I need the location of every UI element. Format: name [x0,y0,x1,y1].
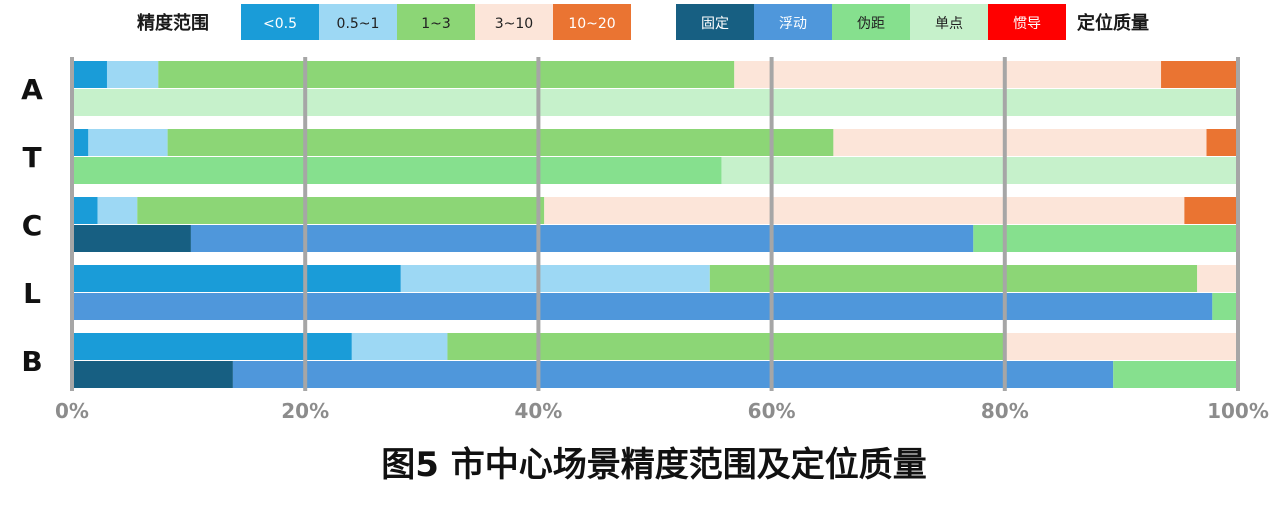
precision-legend-label-0: <0.5 [263,16,297,32]
bar-precision-T-0 [72,129,89,156]
x-tick-label-0: 0% [55,399,89,423]
precision-legend-label-3: 3~10 [495,16,533,32]
bar-precision-A-4 [1161,61,1238,88]
bar-quality-C-0 [72,225,191,252]
bar-quality-B-0 [72,361,233,388]
precision-legend-label-4: 10~20 [568,16,615,32]
bar-precision-A-1 [106,61,159,88]
quality-legend-swatch-1 [754,4,832,40]
x-tick-label-5: 100% [1207,399,1269,423]
row-labels: A T C L B [21,73,43,378]
x-tick-label-4: 80% [981,399,1029,423]
bar-precision-L-0 [72,265,401,292]
quality-legend-label-4: 惯导 [1013,15,1041,32]
bar-precision-B-0 [72,333,352,360]
gridline-4 [1002,57,1007,391]
bar-precision-C-4 [1184,197,1238,224]
precision-legend-label-2: 1~3 [421,16,451,32]
gridline-3 [769,57,774,391]
quality-legend-label-0: 固定 [701,16,729,32]
gridline-5 [1236,57,1240,391]
bar-quality-L-1 [72,293,1213,320]
bar-precision-A-3 [734,61,1162,88]
quality-legend-label-1: 浮动 [779,16,807,32]
bar-precision-L-1 [400,265,710,292]
bar-precision-L-3 [1197,265,1238,292]
gridline-1 [303,57,308,391]
row-label-T: T [22,141,41,174]
precision-legend-swatch-2 [397,4,475,40]
gridline-0 [70,57,74,391]
chart-caption: 图5 市中心场景精度范围及定位质量 [381,445,927,485]
x-tick-label-3: 60% [748,399,796,423]
bar-precision-A-0 [72,61,107,88]
precision-legend-title: 精度范围 [137,12,209,34]
bar-quality-C-2 [973,225,1238,252]
row-label-L: L [23,277,41,310]
gridlines [70,57,1240,391]
bar-precision-C-3 [544,197,1185,224]
row-label-A: A [21,73,43,106]
bar-precision-L-2 [709,265,1198,292]
bar-precision-T-2 [167,129,834,156]
bar-quality-T-3 [721,157,1238,184]
bar-precision-C-0 [72,197,98,224]
quality-legend-swatch-2 [832,4,910,40]
bars-area [72,61,1238,388]
bar-precision-C-2 [137,197,545,224]
quality-legend-title: 定位质量 [1077,12,1149,34]
bar-precision-T-3 [833,129,1207,156]
gridline-2 [536,57,541,391]
bar-precision-T-4 [1206,129,1238,156]
bar-precision-C-1 [97,197,138,224]
bar-quality-B-1 [232,361,1114,388]
bar-quality-B-2 [1113,361,1238,388]
row-label-C: C [22,209,43,242]
bar-quality-C-1 [190,225,974,252]
quality-legend-label-2: 伪距 [857,16,885,32]
bar-precision-B-2 [447,333,1006,360]
x-tick-label-1: 20% [281,399,329,423]
quality-legend-swatch-0 [676,4,754,40]
precision-legend-swatch-1 [319,4,397,40]
quality-legend-swatch-4 [988,4,1066,40]
precision-legend-swatch-4 [553,4,631,40]
x-tick-label-2: 40% [514,399,562,423]
precision-legend-label-1: 0.5~1 [337,16,380,32]
precision-legend-swatch-0 [241,4,319,40]
quality-legend-label-3: 单点 [935,16,963,32]
bar-precision-T-1 [88,129,168,156]
quality-legend-swatch-3 [910,4,988,40]
bar-precision-A-2 [158,61,735,88]
bar-quality-A-3 [72,89,1238,116]
x-axis-ticks: 0% 20% 40% 60% 80% 100% [55,399,1269,423]
bar-precision-B-1 [351,333,448,360]
bar-quality-T-2 [72,157,722,184]
row-label-B: B [21,345,42,378]
precision-legend: 精度范围 <0.5 0.5~1 1~3 3~10 10~20 [137,4,631,40]
bar-precision-B-3 [1005,333,1238,360]
bar-quality-L-2 [1212,293,1238,320]
precision-legend-swatch-3 [475,4,553,40]
quality-legend: 定位质量 固定 浮动 伪距 单点 惯导 [676,4,1149,40]
